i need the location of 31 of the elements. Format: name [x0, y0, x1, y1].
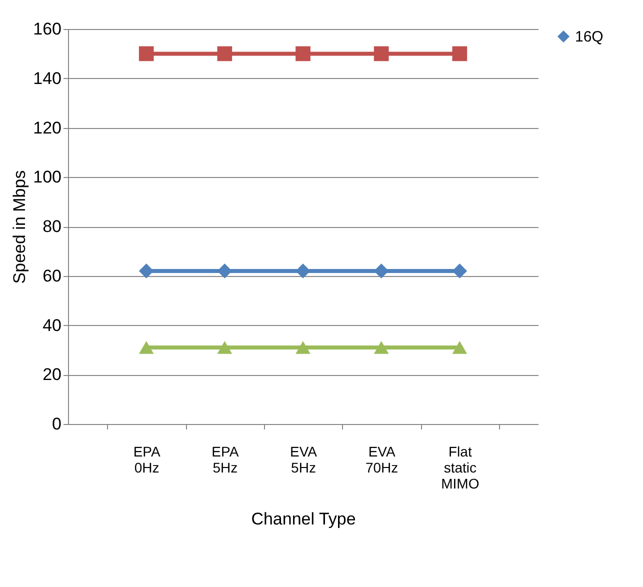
- y-tick-label: 40: [42, 316, 62, 335]
- y-tick-label: 60: [42, 266, 62, 286]
- x-tick-label: EPA 0Hz: [133, 444, 161, 476]
- point: [138, 341, 154, 354]
- y-tick-label: 100: [33, 168, 62, 187]
- y-tick-label: 140: [33, 68, 62, 88]
- point: [374, 264, 389, 278]
- point: [296, 341, 310, 354]
- point: [138, 46, 154, 62]
- point: [217, 341, 232, 354]
- point: [296, 46, 310, 62]
- y-tick-label: 80: [42, 217, 62, 236]
- x-tick-label: Flat static MIMO: [441, 444, 480, 492]
- point: [217, 46, 232, 62]
- point: [296, 264, 310, 278]
- x-tick-label: EVA 70Hz: [365, 444, 398, 476]
- y-tick-label: 160: [33, 20, 62, 38]
- point: [452, 341, 468, 354]
- y-tick-label: 120: [33, 118, 62, 138]
- x-axis-title: Channel Type: [251, 510, 356, 528]
- point: [138, 264, 154, 278]
- point: [452, 46, 468, 62]
- y-tick-label: 0: [52, 414, 62, 434]
- legend-label: 16Q: [575, 28, 604, 46]
- y-axis-title: Speed in Mbps: [10, 170, 30, 284]
- point: [374, 46, 389, 62]
- x-tick-label: EPA 5Hz: [212, 444, 240, 476]
- point: [374, 341, 389, 354]
- point: [452, 264, 468, 278]
- x-tick-label: EVA 5Hz: [290, 444, 318, 476]
- y-tick-label: 20: [42, 365, 62, 384]
